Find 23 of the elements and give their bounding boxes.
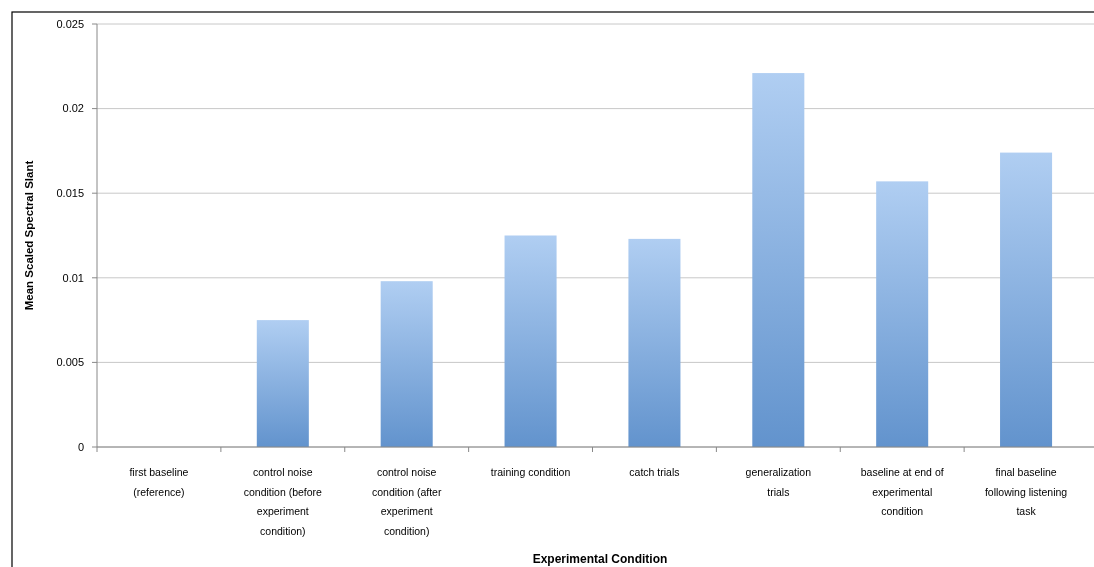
x-tick-label: control noise condition (after experiment condition) <box>371 466 442 537</box>
x-axis-title: Experimental Condition <box>532 552 668 566</box>
y-tick-label: 0.02 <box>62 102 84 115</box>
x-tick-label: generalization trials <box>745 466 812 498</box>
bar <box>380 281 433 447</box>
y-tick-label: 0.005 <box>56 356 84 369</box>
bar <box>876 181 929 447</box>
bar <box>752 73 805 447</box>
y-tick-label: 0.015 <box>56 187 84 200</box>
x-tick-label: training condition <box>490 466 571 478</box>
bar <box>1000 152 1053 447</box>
y-tick-label: 0.025 <box>56 17 84 30</box>
x-tick-label: control noise condition (before experiment condition) <box>243 466 323 537</box>
y-tick-label: 0 <box>77 440 84 453</box>
x-tick-label: first baseline (reference) <box>129 466 189 498</box>
x-tick-label: baseline at end of experimental condition <box>860 466 944 517</box>
x-tick-label: catch trials <box>629 466 680 478</box>
y-tick-label: 0.01 <box>62 271 84 284</box>
bar <box>256 320 309 447</box>
bar <box>504 235 557 447</box>
bar <box>628 238 681 447</box>
y-axis-title: Mean Scaled Spectral Slant <box>23 160 35 311</box>
x-tick-label: final baseline following listening task <box>984 466 1068 517</box>
